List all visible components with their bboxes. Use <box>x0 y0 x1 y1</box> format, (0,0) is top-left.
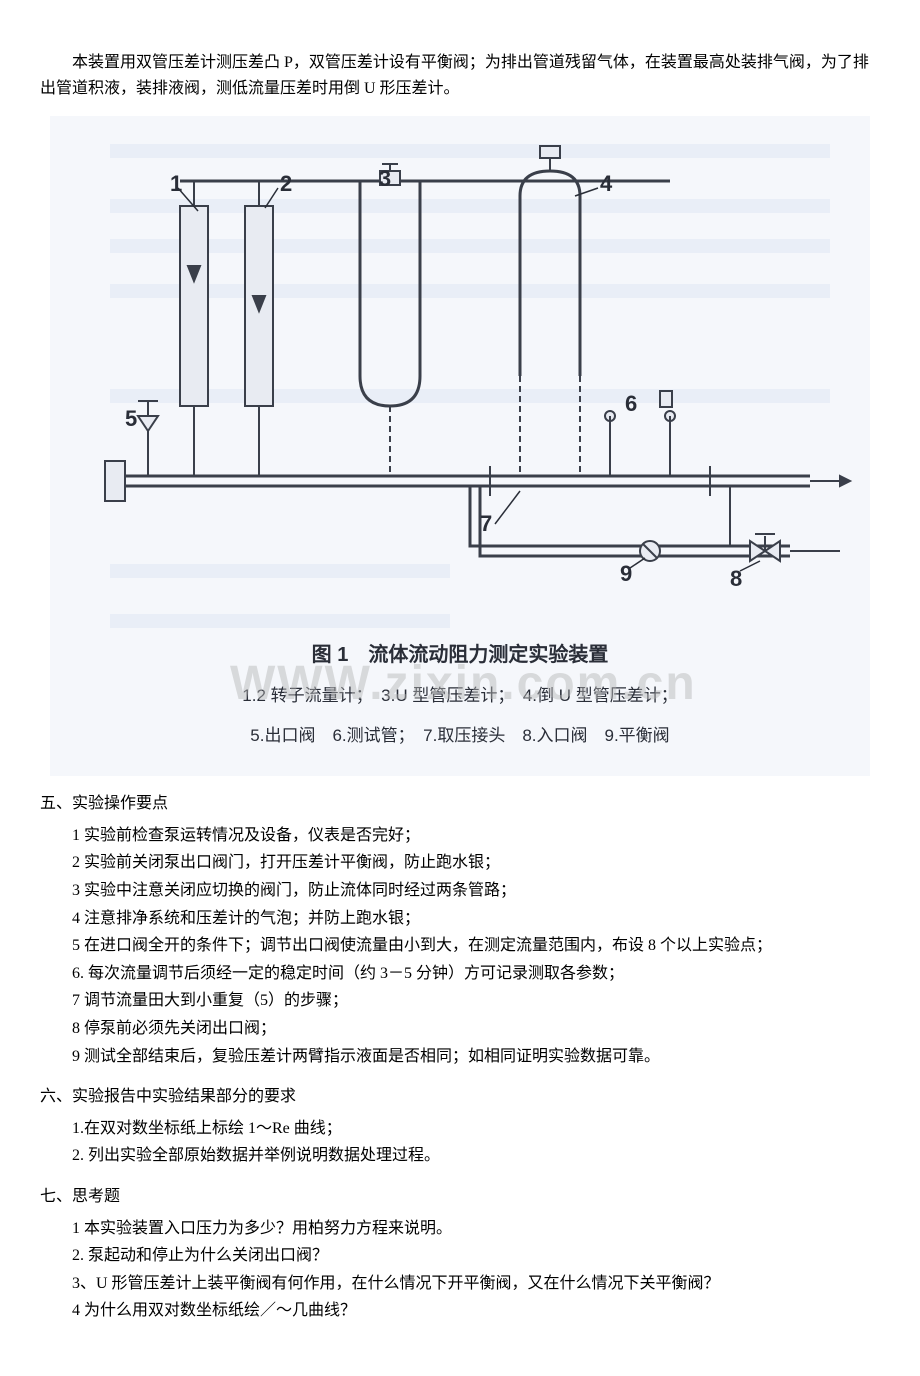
list-item: 4 注意排净系统和压差计的气泡；并防上跑水银； <box>40 906 880 932</box>
diagram-label-4: 4 <box>600 171 613 196</box>
list-item: 3 实验中注意关闭应切换的阀门，防止流体同时经过两条管路； <box>40 878 880 904</box>
diagram-label-9: 9 <box>620 561 632 586</box>
apparatus-diagram: 1 2 3 4 5 6 7 8 9 图 1 流体流动阻力测定实验装置 <box>50 116 870 776</box>
intro-paragraph: 本装置用双管压差计测压差凸 P，双管压差计设有平衡阀；为排出管道残留气体，在装置… <box>40 50 880 101</box>
list-item: 5 在进口阀全开的条件下；调节出口阀使流量由小到大，在测定流量范围内，布设 8 … <box>40 933 880 959</box>
section-7-title: 七、思考题 <box>40 1184 880 1210</box>
list-item: 6. 每次流量调节后须经一定的稳定时间（约 3－5 分钟）方可记录测取各参数； <box>40 961 880 987</box>
diagram-caption: 图 1 流体流动阻力测定实验装置 <box>312 642 609 666</box>
diagram-label-7: 7 <box>480 511 492 536</box>
list-item: 1.在双对数坐标纸上标绘 1～Re 曲线； <box>40 1116 880 1142</box>
list-item: 4 为什么用双对数坐标纸绘／～几曲线？ <box>40 1298 880 1324</box>
list-item: 2. 列出实验全部原始数据并举例说明数据处理过程。 <box>40 1143 880 1169</box>
list-item: 2. 泵起动和停止为什么关闭出口阀？ <box>40 1243 880 1269</box>
list-item: 1 实验前检查泵运转情况及设备，仪表是否完好； <box>40 823 880 849</box>
section-5-title: 五、实验操作要点 <box>40 791 880 817</box>
diagram-label-3: 3 <box>379 166 391 191</box>
list-item: 7 调节流量田大到小重复（5）的步骤； <box>40 988 880 1014</box>
diagram-label-8: 8 <box>730 566 742 591</box>
diagram-legend-2: 5.出口阀 6.测试管； 7.取压接头 8.入口阀 9.平衡阀 <box>250 726 669 745</box>
list-item: 1 本实验装置入口压力为多少？用柏努力方程来说明。 <box>40 1216 880 1242</box>
list-item: 3、U 形管压差计上装平衡阀有何作用，在什么情况下开平衡阀，又在什么情况下关平衡… <box>40 1271 880 1297</box>
list-item: 2 实验前关闭泵出口阀门，打开压差计平衡阀，防止跑水银； <box>40 850 880 876</box>
section-6-title: 六、实验报告中实验结果部分的要求 <box>40 1084 880 1110</box>
diagram-legend-1: 1.2 转子流量计； 3.U 型管压差计； 4.倒 U 型管压差计； <box>242 686 677 705</box>
diagram-label-5: 5 <box>125 406 137 431</box>
diagram-container: 1 2 3 4 5 6 7 8 9 图 1 流体流动阻力测定实验装置 <box>50 116 870 776</box>
list-item: 8 停泵前必须先关闭出口阀； <box>40 1016 880 1042</box>
diagram-label-2: 2 <box>280 171 292 196</box>
diagram-label-1: 1 <box>170 171 182 196</box>
list-item: 9 测试全部结束后，复验压差计两臂指示液面是否相同；如相同证明实验数据可靠。 <box>40 1044 880 1070</box>
diagram-label-6: 6 <box>625 391 637 416</box>
